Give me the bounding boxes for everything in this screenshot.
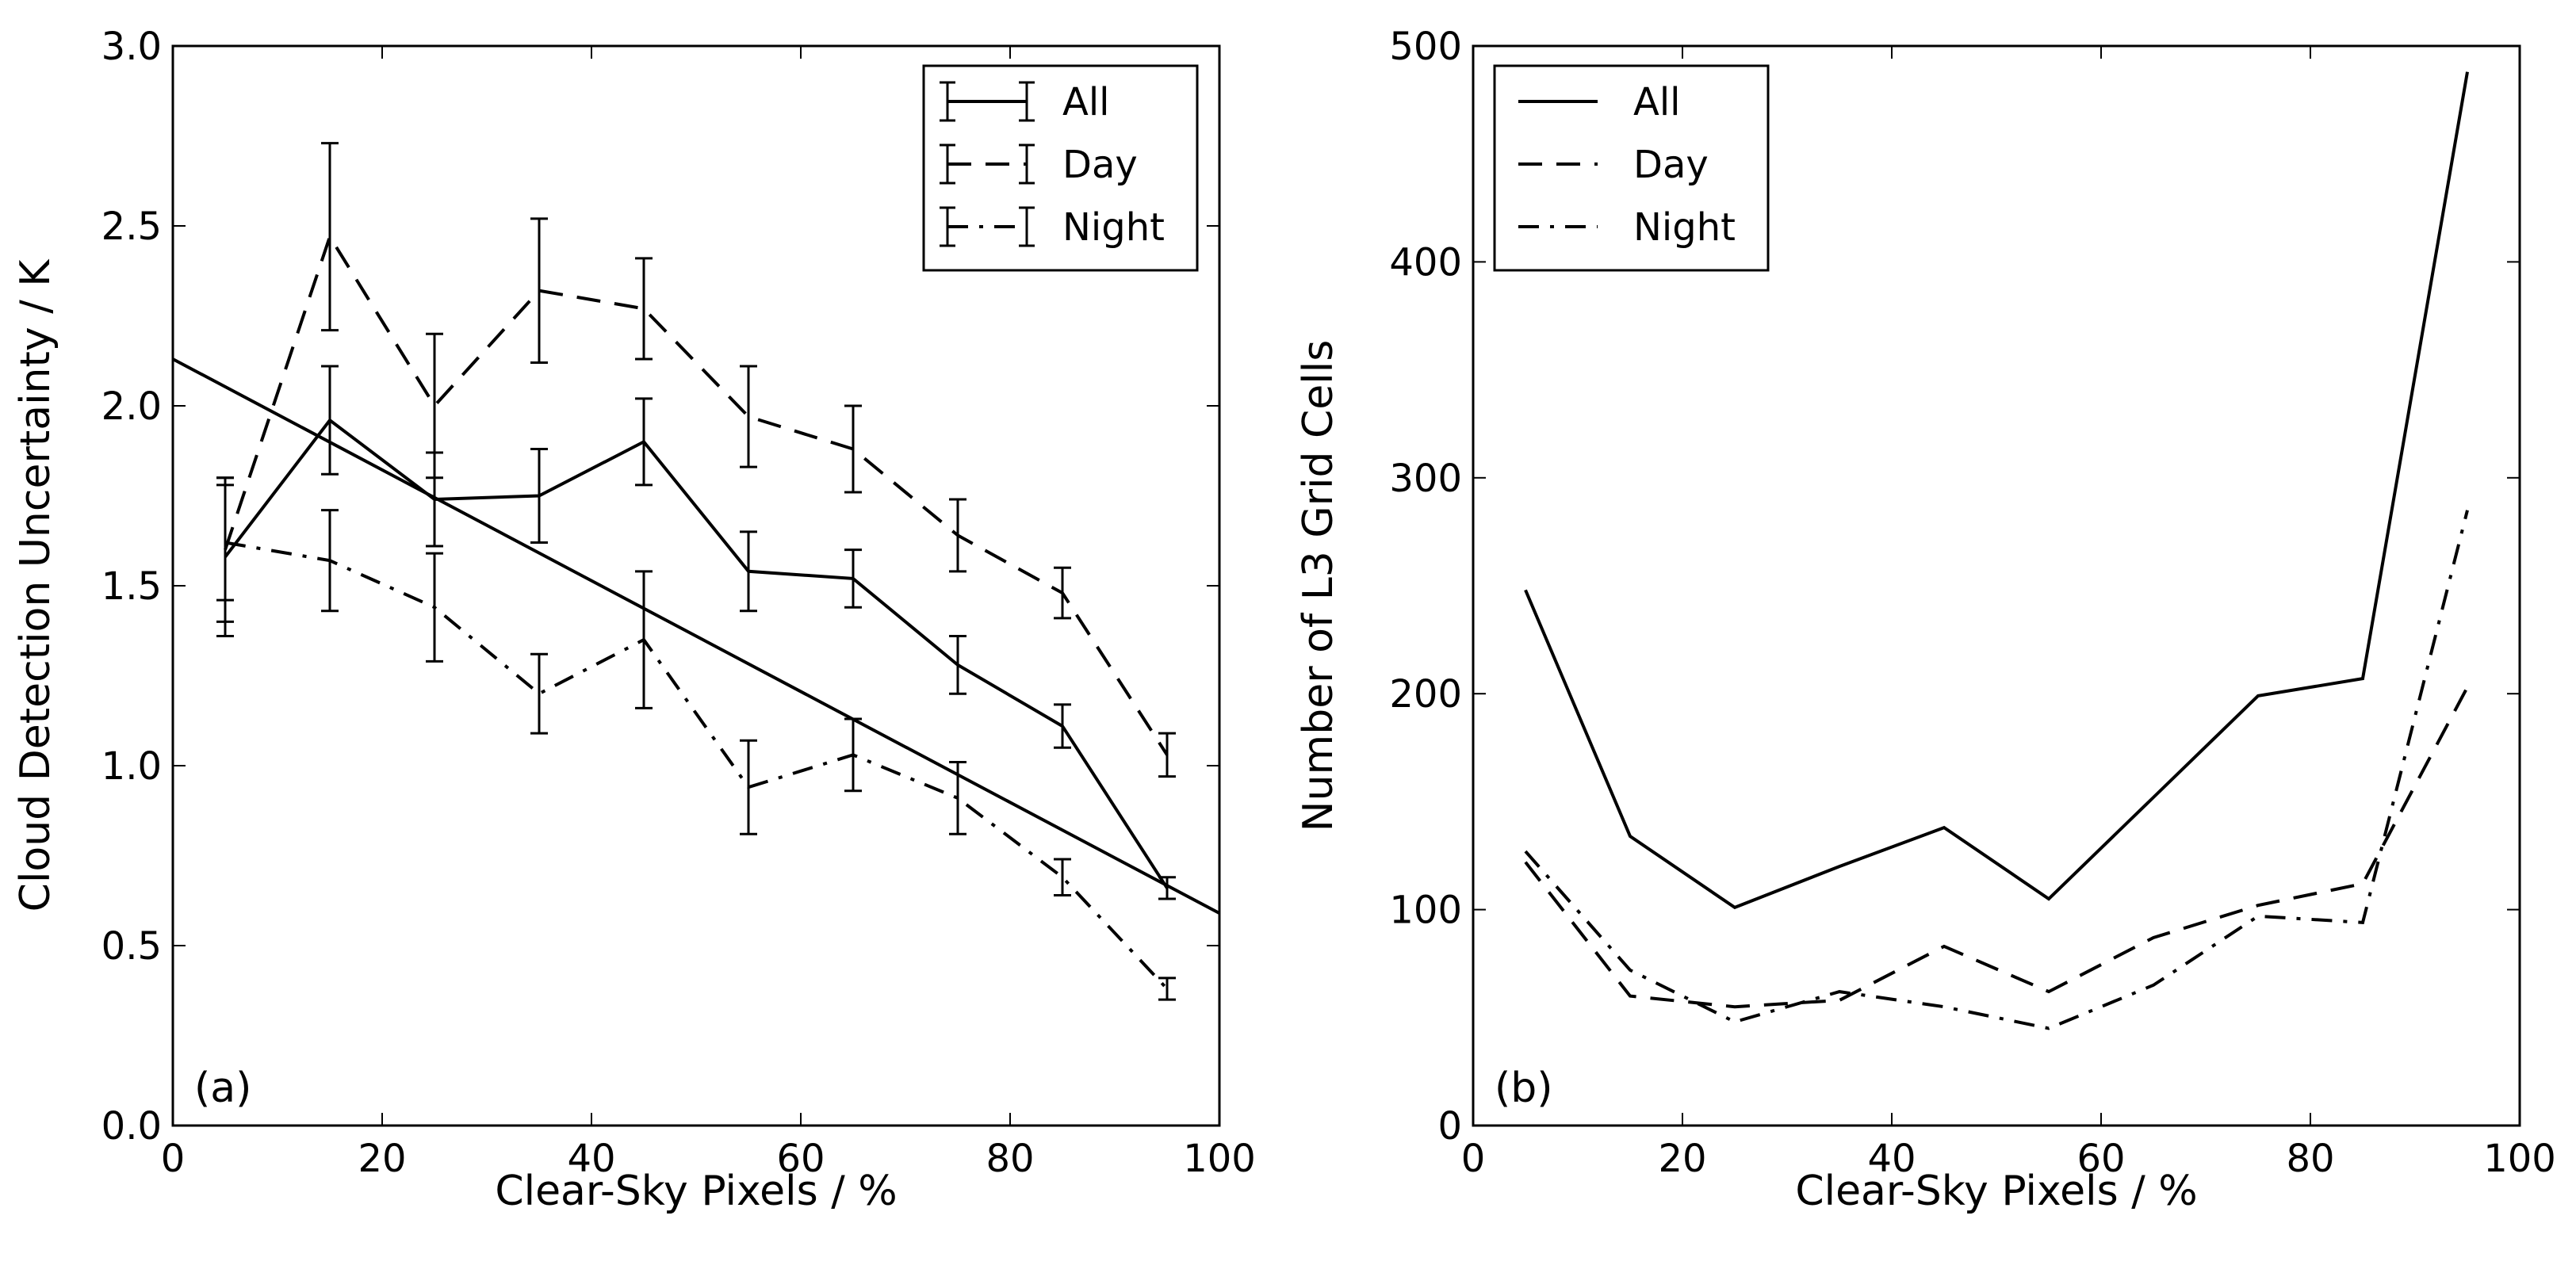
a-xtick-label: 40: [567, 1137, 615, 1181]
panel-b-legend: All Day Night: [1493, 64, 1770, 272]
b-xtick-label: 20: [1658, 1137, 1706, 1181]
a-legend-day-label: Day: [1062, 143, 1138, 187]
panel-a: 0 20 40 60 80 100 0.0 0.5 1.0 1.5 2.0 2.5 3.0 All Day…: [12, 25, 1256, 1215]
panel-b-label: (b): [1495, 1065, 1553, 1112]
b-ytick-label: 100: [1389, 889, 1462, 933]
a-ytick-label: 3.0: [101, 25, 162, 69]
a-xtick-label: 20: [358, 1137, 406, 1181]
a-legend-night-label: Night: [1062, 205, 1165, 250]
panel-a-plot-area: 0 20 40 60 80 100 0.0 0.5 1.0 1.5 2.0 2.5 3.0: [101, 25, 1256, 1181]
b-axes-frame: [1472, 44, 2521, 1127]
panel-a-legend: All Day Night: [922, 64, 1199, 272]
b-ytick-label: 300: [1389, 457, 1462, 501]
b-ytick-label: 200: [1389, 672, 1462, 717]
panel-b-x-axis-label: Clear-Sky Pixels / %: [1795, 1168, 2197, 1215]
panel-a-label: (a): [194, 1065, 251, 1112]
a-ytick-label: 1.0: [101, 744, 162, 789]
panel-a-y-axis-label: Cloud Detection Uncertainty / K: [12, 258, 59, 912]
a-ytick-label: 0.5: [101, 924, 162, 969]
a-xtick-label: 80: [986, 1137, 1034, 1181]
a-xtick-label: 100: [1183, 1137, 1256, 1181]
b-ytick-label: 500: [1389, 25, 1462, 69]
b-legend-all-label: All: [1633, 80, 1681, 124]
a-legend-all-label: All: [1062, 80, 1110, 124]
b-xtick-label: 80: [2286, 1137, 2334, 1181]
a-fit-line: [172, 357, 1220, 915]
b-xtick-label: 40: [1867, 1137, 1916, 1181]
b-ytick-label: 400: [1389, 240, 1462, 285]
b-xtick-label: 60: [2076, 1137, 2125, 1181]
b-series-day-line: [1524, 686, 2469, 1009]
a-series-all-line: [224, 418, 1169, 889]
a-ytick-label: 1.5: [101, 564, 162, 609]
a-series-day-line: [224, 232, 1169, 756]
b-series-night-line: [1524, 510, 2469, 1030]
b-xtick-label: 100: [2483, 1137, 2556, 1181]
panel-b-y-axis-label: Number of L3 Grid Cells: [1295, 340, 1342, 832]
a-xtick-label: 60: [776, 1137, 825, 1181]
a-ytick-label: 0.0: [101, 1104, 162, 1149]
panel-a-x-axis-label: Clear-Sky Pixels / %: [495, 1168, 897, 1215]
b-ytick-label: 0: [1437, 1104, 1462, 1149]
b-legend-day-label: Day: [1633, 143, 1709, 187]
b-legend-night-label: Night: [1633, 205, 1736, 250]
panel-b-plot-area: 0 20 40 60 80 100 0 100 200 300 400 500: [1389, 25, 2555, 1181]
a-xtick-label: 0: [161, 1137, 186, 1181]
a-ytick-label: 2.0: [101, 384, 162, 429]
a-axes-frame: [171, 44, 1221, 1127]
b-xtick-label: 0: [1461, 1137, 1486, 1181]
a-series-night-line: [224, 541, 1169, 990]
a-ytick-label: 2.5: [101, 204, 162, 249]
b-series-all-line: [1524, 71, 2469, 910]
panel-b: 0 20 40 60 80 100 0 100 200 300 400 500 All Day Night…: [1295, 25, 2556, 1215]
